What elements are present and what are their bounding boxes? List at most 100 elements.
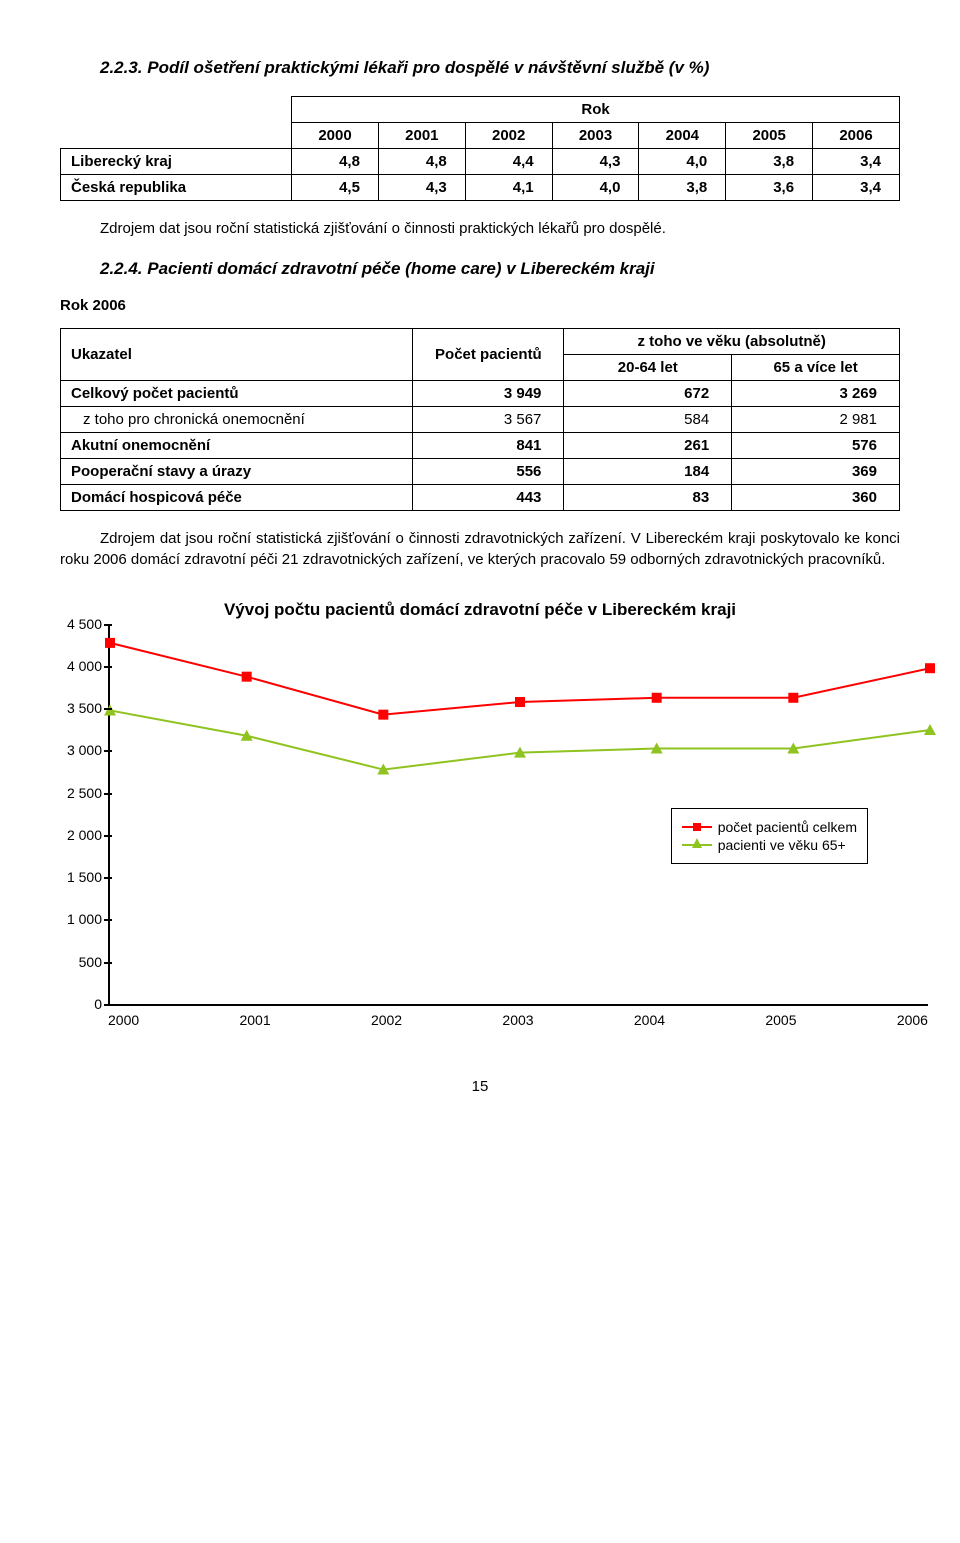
chart-ytick: 0 <box>54 996 102 1012</box>
chart-marker-square <box>105 638 115 648</box>
chart-xtick: 2002 <box>371 1012 402 1028</box>
table1-cell: 4,1 <box>465 175 552 201</box>
t2-col-ukazatel: Ukazatel <box>61 329 413 381</box>
chart-xtick: 2003 <box>502 1012 533 1028</box>
t2-col-group: z toho ve věku (absolutně) <box>564 329 900 355</box>
table2-cell: 261 <box>564 433 732 459</box>
chart-ytick: 1 000 <box>54 911 102 927</box>
chart-marker-square <box>652 693 662 703</box>
table2-cell: 443 <box>413 485 564 511</box>
table1-cell: 3,6 <box>726 175 813 201</box>
table-row: Celkový počet pacientů3 9496723 269 <box>61 381 900 407</box>
legend-line-icon <box>682 826 712 828</box>
table2-row-label: Celkový počet pacientů <box>61 381 413 407</box>
section-224-note: Zdrojem dat jsou roční statistická zjišť… <box>60 529 900 570</box>
chart-home-care-dev: Vývoj počtu pacientů domácí zdravotní pé… <box>60 600 900 1028</box>
chart-ytick: 3 000 <box>54 742 102 758</box>
table-row: Liberecký kraj4,84,84,44,34,03,83,4 <box>61 149 900 175</box>
table1-cell: 4,0 <box>639 149 726 175</box>
legend-square-icon <box>693 823 701 831</box>
table1-year-header: 2006 <box>813 123 900 149</box>
chart-marker-square <box>242 671 252 681</box>
legend-item: počet pacientů celkem <box>682 819 857 835</box>
table1-cell: 4,8 <box>292 149 379 175</box>
table2-row-label: Akutní onemocnění <box>61 433 413 459</box>
table2-cell: 369 <box>732 459 900 485</box>
chart-marker-square <box>925 663 935 673</box>
rok-2006-label: Rok 2006 <box>60 297 900 314</box>
table2-cell: 584 <box>564 407 732 433</box>
table1-year-header: 2001 <box>378 123 465 149</box>
table-row: Akutní onemocnění841261576 <box>61 433 900 459</box>
table1-cell: 3,4 <box>813 175 900 201</box>
table-row: z toho pro chronická onemocnění3 5675842… <box>61 407 900 433</box>
table2-cell: 3 269 <box>732 381 900 407</box>
table1-cell: 4,5 <box>292 175 379 201</box>
table1-cell: 4,3 <box>378 175 465 201</box>
table2-row-label: z toho pro chronická onemocnění <box>61 407 413 433</box>
section-224-title: 2.2.4. Pacienti domácí zdravotní péče (h… <box>100 259 900 279</box>
table1-year-header: 2000 <box>292 123 379 149</box>
table1-cell: 3,8 <box>726 149 813 175</box>
table2-cell: 360 <box>732 485 900 511</box>
chart-xtick: 2000 <box>108 1012 139 1028</box>
table-row: Česká republika4,54,34,14,03,83,63,4 <box>61 175 900 201</box>
chart-xtick: 2006 <box>897 1012 928 1028</box>
chart-marker-triangle <box>924 724 936 735</box>
chart-ytick: 4 000 <box>54 658 102 674</box>
table2-cell: 556 <box>413 459 564 485</box>
table2-cell: 3 949 <box>413 381 564 407</box>
chart-legend: počet pacientů celkem pacienti ve věku 65… <box>671 808 868 864</box>
table2-cell: 841 <box>413 433 564 459</box>
table1-cell: 4,4 <box>465 149 552 175</box>
table1-year-header: 2003 <box>552 123 639 149</box>
chart-marker-square <box>378 709 388 719</box>
legend-label: pacienti ve věku 65+ <box>718 837 846 853</box>
table2-cell: 3 567 <box>413 407 564 433</box>
table1-year-header: 2004 <box>639 123 726 149</box>
table1-cell: 4,3 <box>552 149 639 175</box>
legend-line-icon <box>682 844 712 846</box>
t2-col-2064: 20-64 let <box>564 355 732 381</box>
table2-cell: 184 <box>564 459 732 485</box>
chart-ytick: 500 <box>54 954 102 970</box>
table1-corner <box>61 97 292 149</box>
table2-row-label: Domácí hospicová péče <box>61 485 413 511</box>
legend-item: pacienti ve věku 65+ <box>682 837 857 853</box>
chart-series-line <box>110 710 930 769</box>
table2-cell: 672 <box>564 381 732 407</box>
table1-row-label: Česká republika <box>61 175 292 201</box>
table1-year-header: 2002 <box>465 123 552 149</box>
section-223-note: Zdrojem dat jsou roční statistická zjišť… <box>100 219 900 239</box>
chart-ytick: 2 000 <box>54 827 102 843</box>
chart-x-labels: 2000 2001 2002 2003 2004 2005 2006 <box>108 1006 928 1028</box>
legend-triangle-icon <box>692 838 702 848</box>
chart-xtick: 2005 <box>765 1012 796 1028</box>
chart-xtick: 2001 <box>239 1012 270 1028</box>
table2-row-label: Pooperační stavy a úrazy <box>61 459 413 485</box>
table-home-care: Ukazatel Počet pacientů z toho ve věku (… <box>60 328 900 511</box>
chart-xtick: 2004 <box>634 1012 665 1028</box>
table1-row-label: Liberecký kraj <box>61 149 292 175</box>
page-number: 15 <box>60 1078 900 1095</box>
table2-cell: 2 981 <box>732 407 900 433</box>
table1-cell: 4,8 <box>378 149 465 175</box>
t2-col-65plus: 65 a více let <box>732 355 900 381</box>
chart-ytick: 1 500 <box>54 869 102 885</box>
legend-label: počet pacientů celkem <box>718 819 857 835</box>
chart-marker-square <box>788 693 798 703</box>
table-treatments-share: Rok 2000200120022003200420052006 Liberec… <box>60 96 900 201</box>
chart-ytick: 2 500 <box>54 785 102 801</box>
table1-cell: 4,0 <box>552 175 639 201</box>
chart-title: Vývoj počtu pacientů domácí zdravotní pé… <box>60 600 900 620</box>
table1-year-header: 2005 <box>726 123 813 149</box>
chart-plot-area: počet pacientů celkem pacienti ve věku 65… <box>108 626 928 1006</box>
table-row: Pooperační stavy a úrazy556184369 <box>61 459 900 485</box>
table1-cell: 3,4 <box>813 149 900 175</box>
chart-ytick: 4 500 <box>54 616 102 632</box>
table2-cell: 576 <box>732 433 900 459</box>
table-row: Domácí hospicová péče44383360 <box>61 485 900 511</box>
table2-cell: 83 <box>564 485 732 511</box>
chart-marker-square <box>515 697 525 707</box>
t2-col-pocet: Počet pacientů <box>413 329 564 381</box>
